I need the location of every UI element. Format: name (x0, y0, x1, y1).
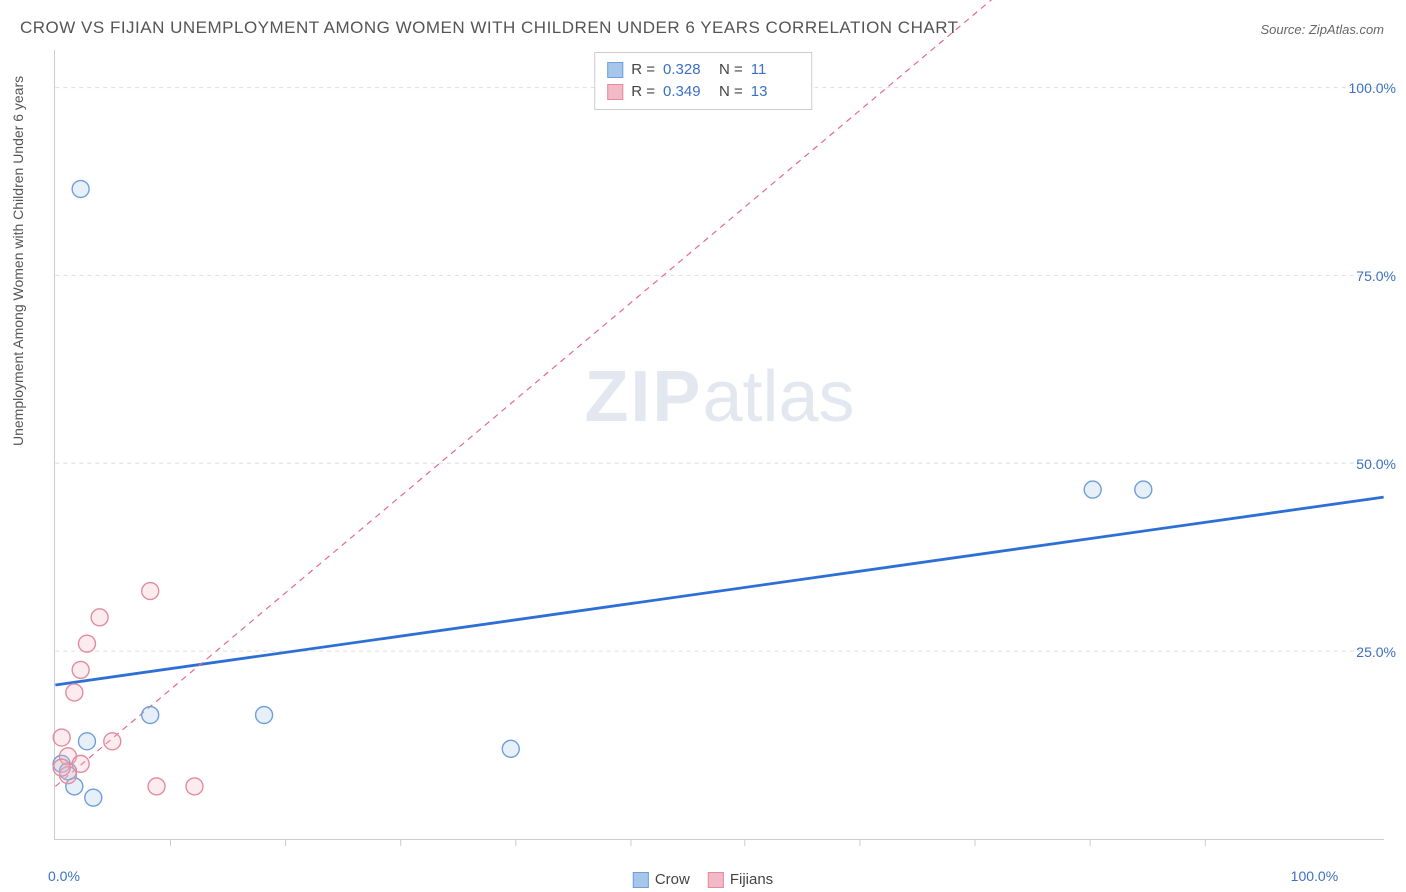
correlation-stats-box: R = 0.328 N = 11 R = 0.349 N = 13 (594, 52, 812, 110)
r-value: 0.349 (663, 81, 711, 103)
n-label: N = (719, 81, 743, 103)
n-label: N = (719, 59, 743, 81)
y-tick-label: 50.0% (1356, 456, 1396, 472)
stats-row: R = 0.349 N = 13 (607, 81, 799, 103)
series-legend: Crow Fijians (627, 869, 779, 890)
r-value: 0.328 (663, 59, 711, 81)
y-axis-label: Unemployment Among Women with Children U… (10, 76, 26, 446)
y-tick-label: 100.0% (1349, 80, 1396, 96)
y-tick-label: 25.0% (1356, 644, 1396, 660)
x-tick-label: 100.0% (1291, 868, 1338, 884)
n-value: 11 (751, 59, 799, 81)
chart-plot-area: ZIPatlas (54, 50, 1384, 840)
series-swatch (607, 62, 623, 78)
source-attribution: Source: ZipAtlas.com (1260, 22, 1384, 37)
series-swatch (633, 872, 649, 888)
n-value: 13 (751, 81, 799, 103)
legend-label: Crow (655, 871, 690, 888)
stats-row: R = 0.328 N = 11 (607, 59, 799, 81)
legend-item: Fijians (708, 871, 773, 888)
chart-title: CROW VS FIJIAN UNEMPLOYMENT AMONG WOMEN … (20, 18, 959, 38)
legend-item: Crow (633, 871, 690, 888)
r-label: R = (631, 59, 655, 81)
series-swatch (607, 84, 623, 100)
series-swatch (708, 872, 724, 888)
legend-label: Fijians (730, 871, 773, 888)
r-label: R = (631, 81, 655, 103)
x-tick-label: 0.0% (48, 868, 80, 884)
plot-svg (55, 50, 1384, 839)
y-tick-label: 75.0% (1356, 268, 1396, 284)
